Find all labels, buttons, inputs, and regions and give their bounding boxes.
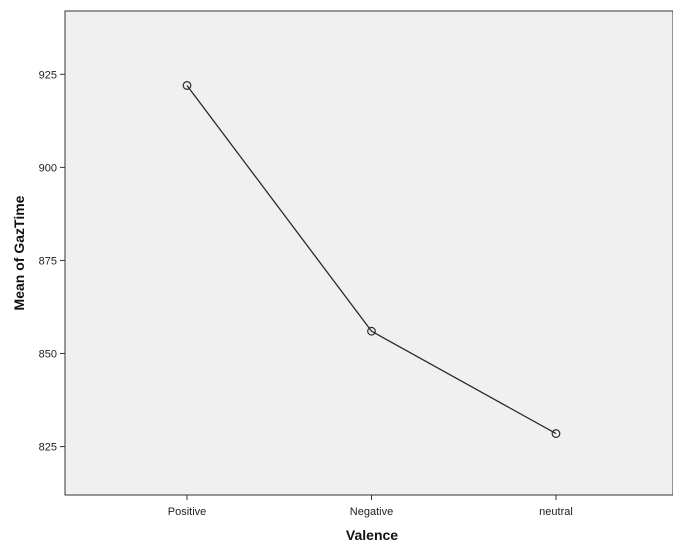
data-series xyxy=(182,81,561,438)
x-axis-title: Valence xyxy=(346,527,398,543)
data-point-marker xyxy=(367,326,376,336)
data-point-marker xyxy=(182,81,192,90)
y-tick-label: 900 xyxy=(39,162,57,174)
y-tick-label: 825 xyxy=(39,442,57,454)
x-tick-label: Positive xyxy=(168,506,207,518)
series-line xyxy=(186,85,557,435)
y-tick-label: 850 xyxy=(39,349,57,361)
data-point-marker xyxy=(551,429,561,438)
y-tick-label: 925 xyxy=(39,69,57,81)
x-axis-ticks: Positive Negative neutral xyxy=(168,495,573,518)
y-axis-title: Mean of GazTime xyxy=(11,195,27,310)
y-axis-ticks: 825 850 875 900 925 xyxy=(39,69,65,454)
x-tick-label: Negative xyxy=(350,506,393,518)
x-tick-label: neutral xyxy=(539,506,573,518)
y-tick-label: 875 xyxy=(39,255,57,267)
plot-background xyxy=(64,10,673,496)
